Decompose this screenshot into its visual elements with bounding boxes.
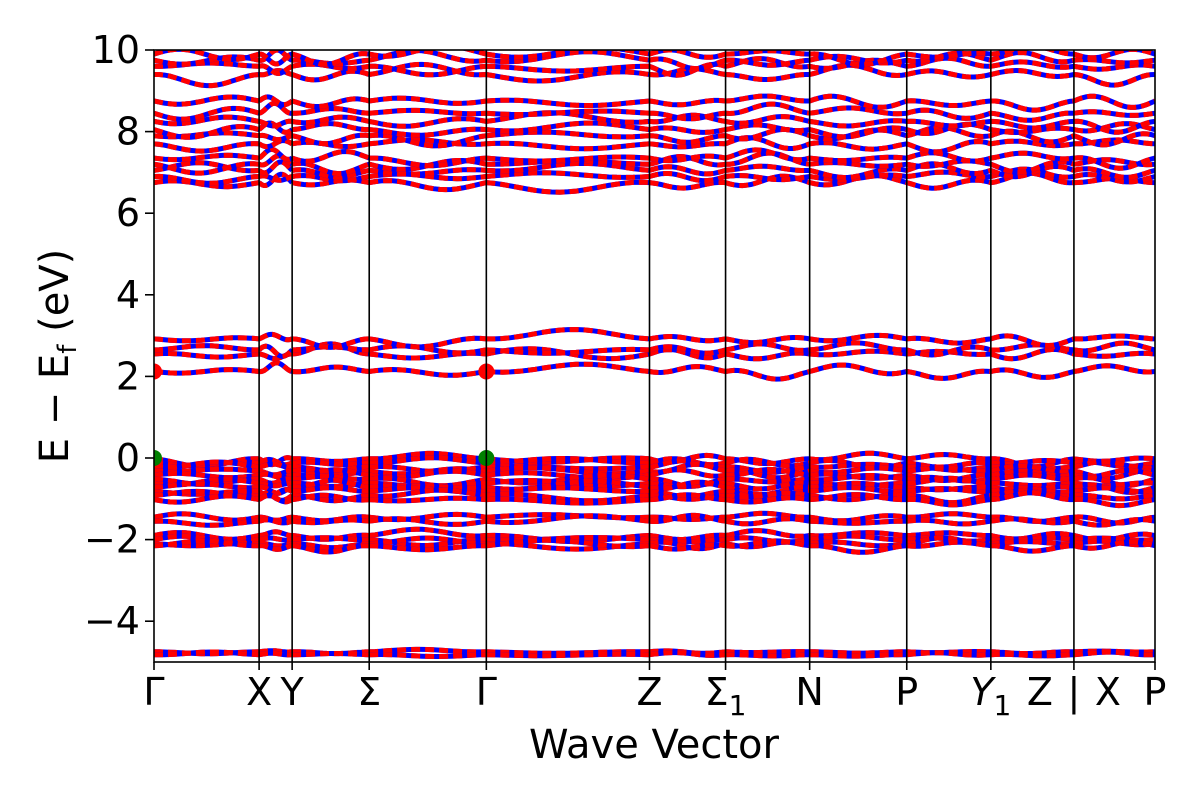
- y-tick-label: 4: [116, 273, 140, 317]
- x-tick-label: Γ: [143, 670, 164, 714]
- x-tick-label: P: [895, 670, 918, 714]
- band-line-spin-up: [154, 135, 1155, 155]
- x-tick-label-main: N: [795, 670, 823, 714]
- band-line-spin-up: [154, 360, 1155, 382]
- band-line-spin-up: [154, 326, 1155, 350]
- x-tick-label-subscript: 1: [729, 689, 747, 722]
- y-tick-label: 0: [116, 436, 140, 480]
- x-tick-label-main: Z: [1027, 670, 1053, 714]
- y-tick-label: 10: [92, 28, 140, 72]
- x-tick-label-main: Γ: [143, 670, 164, 714]
- x-tick-label: Σ: [357, 670, 381, 714]
- markers-layer: [154, 363, 495, 466]
- x-tick-label-main: X: [1095, 670, 1121, 714]
- band-line-spin-up: [154, 110, 1155, 135]
- x-tick-label-main: X: [246, 670, 272, 714]
- plot-frame: [153, 49, 1156, 663]
- y-axis-title-subscript: f: [53, 344, 83, 354]
- x-tick-label-main: Σ: [357, 670, 381, 714]
- x-tick-label-main: Σ: [705, 670, 729, 714]
- y-axis-title-main: E − E: [32, 354, 78, 464]
- y-axis: 10 8 6 4 2 0 −2 −4: [84, 28, 154, 643]
- x-tick-label: N: [795, 670, 823, 714]
- x-tick-label: Γ: [476, 670, 497, 714]
- band-line-spin-up: [154, 537, 1155, 555]
- y-tick-label: −2: [84, 518, 140, 562]
- x-tick-label: X: [246, 670, 272, 714]
- y-tick-label: 2: [116, 354, 140, 398]
- y-tick-label: 8: [116, 110, 140, 154]
- x-tick-label-main: P: [895, 670, 918, 714]
- x-tick-label: P: [1144, 670, 1167, 714]
- band-line-spin-up: [154, 649, 1155, 659]
- x-tick-label: Z: [1027, 670, 1053, 714]
- band-line-spin-up: [154, 512, 1155, 528]
- x-tick-label-main: Y: [280, 670, 305, 714]
- x-axis: Γ X Y Σ Γ Z Σ1 N P Y1 Z | X P: [143, 662, 1166, 722]
- x-tick-label: Σ1: [705, 670, 747, 722]
- y-tick-label: 6: [116, 191, 140, 235]
- x-tick-label: Y1: [970, 670, 1011, 722]
- bands-layer: [154, 50, 1155, 659]
- band-line-spin-up: [154, 490, 1155, 509]
- band-line-spin-up: [154, 93, 1155, 113]
- x-tick-label-main: Γ: [476, 670, 497, 714]
- band-line-spin-up: [154, 159, 1155, 181]
- x-tick-label-main: P: [1144, 670, 1167, 714]
- y-axis-title: E − Ef (eV): [32, 249, 83, 464]
- y-tick-label: −4: [84, 599, 140, 643]
- x-tick-label-subscript: 1: [994, 689, 1012, 722]
- x-tick-label: Y: [280, 670, 305, 714]
- band-line-spin-up: [154, 146, 1155, 171]
- kpath-lines: [258, 50, 1075, 662]
- y-axis-title-unit: (eV): [32, 249, 78, 345]
- cbm-marker: [154, 363, 162, 380]
- x-tick-label: Z: [636, 670, 662, 714]
- x-tick-label-main: Z: [636, 670, 662, 714]
- x-axis-title: Wave Vector: [529, 722, 780, 768]
- x-tick-label-main: Y: [970, 670, 996, 714]
- x-tick-label: |: [1068, 670, 1081, 715]
- x-tick-label-main: |: [1068, 670, 1081, 715]
- vbm-marker: [154, 450, 162, 466]
- x-tick-label: X: [1095, 670, 1121, 714]
- band-line-spin-up: [154, 535, 1155, 552]
